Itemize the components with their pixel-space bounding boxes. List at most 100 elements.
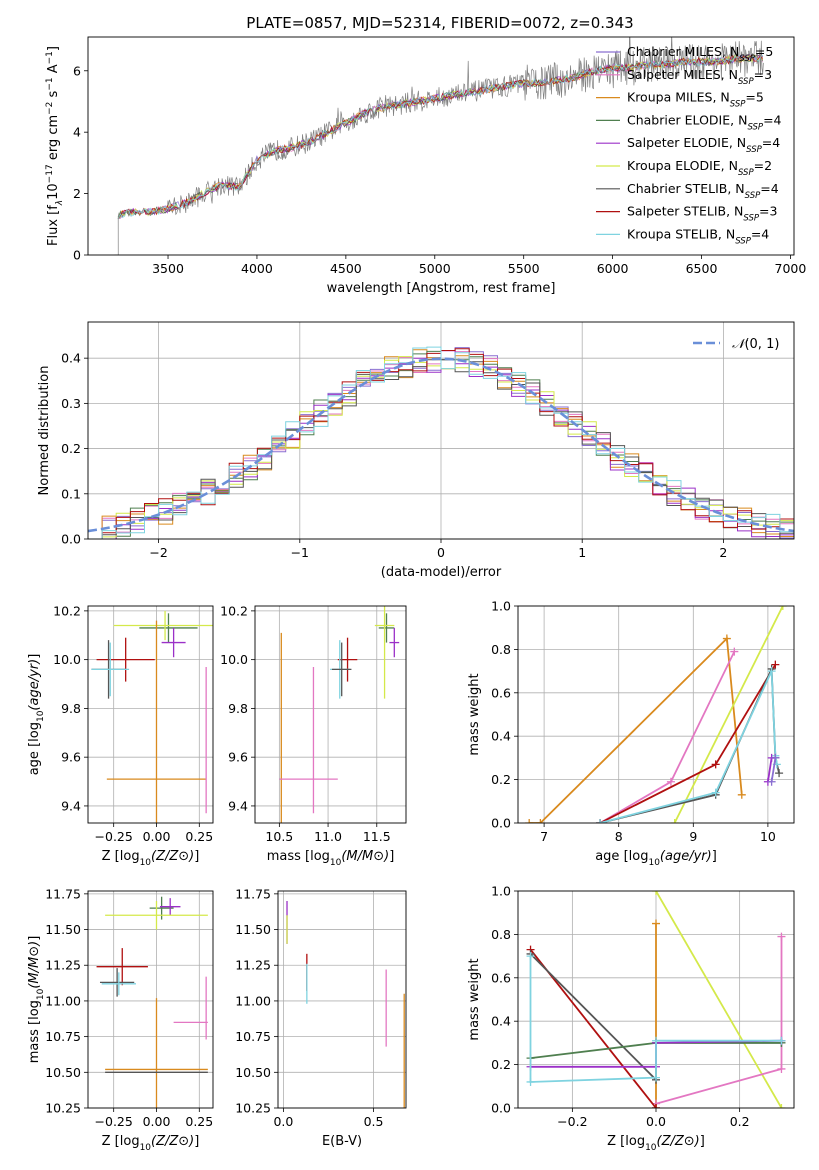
label-sub: SSP xyxy=(747,122,763,132)
weight-line xyxy=(529,636,743,823)
weight-marker xyxy=(771,660,780,669)
label-part: Z [log xyxy=(607,1134,645,1149)
axes-frame xyxy=(254,605,407,824)
weight-line xyxy=(655,936,783,1105)
label-part: Flux [f xyxy=(46,205,61,246)
legend-entry-label: Kroupa ELODIE, NSSP=2 xyxy=(627,158,772,178)
tick-label-x: 10 xyxy=(760,829,776,844)
axes-frame xyxy=(277,890,407,1109)
legend-entry-label: Kroupa MILES, NSSP=5 xyxy=(627,90,764,110)
tick-label-y: 10.50 xyxy=(235,1065,271,1080)
weight-marker xyxy=(652,891,660,895)
tick-label-y: 0.2 xyxy=(491,1057,511,1072)
tick-label-x: 3500 xyxy=(152,261,184,276)
x-axis-label: wavelength [Angstrom, rest frame] xyxy=(327,281,556,296)
x-axis-label: Z [log10(Z/Z⊙)] xyxy=(607,1134,705,1153)
tick-label-x: 4000 xyxy=(241,261,273,276)
weight-marker xyxy=(730,647,739,656)
tick-label-y: 10.25 xyxy=(45,1101,81,1116)
tick-label-x: 0.25 xyxy=(185,829,213,844)
label-part: ] xyxy=(194,849,199,864)
label-part: ] xyxy=(27,654,42,659)
legend-entry-label: Chabrier ELODIE, NSSP=4 xyxy=(627,112,782,132)
label-part: 10 xyxy=(46,183,61,200)
label-part: =2 xyxy=(754,158,772,173)
x-axis-label: mass [log10(M/M⊙)] xyxy=(267,849,395,868)
weight-marker xyxy=(596,819,605,823)
legend-entry-label: Salpeter MILES, NSSP=3 xyxy=(627,67,772,87)
tick-label-y: 11.50 xyxy=(235,922,271,937)
weight-marker xyxy=(526,1077,535,1086)
weight-marker xyxy=(526,952,535,961)
label-part: (age/yr) xyxy=(660,849,712,864)
axes-frame xyxy=(517,890,795,1109)
tick-label-x: 11.5 xyxy=(363,829,391,844)
tick-label-x: 7 xyxy=(540,829,548,844)
tick-label-y: 10.2 xyxy=(220,603,248,618)
label-part: (0, 1) xyxy=(744,337,779,352)
label-sub: SSP xyxy=(739,54,755,64)
plot-area xyxy=(279,606,400,823)
tick-label-y: 0.8 xyxy=(491,642,511,657)
label-sub: SSP xyxy=(745,191,761,201)
label-sub: SSP xyxy=(730,100,746,110)
residual-panel: −2 −1 0 1 2 0.0 0.1 0.2 0.3 0.4 𝒩(0, 1) (data-model… xyxy=(37,321,795,580)
tick-label-y: 0.4 xyxy=(491,729,511,744)
label-part: =3 xyxy=(754,67,772,82)
label-sub: 10 xyxy=(36,988,46,1000)
label-sub: SSP xyxy=(746,145,762,155)
model-fit-line xyxy=(117,54,763,219)
metallicity-weight-panel: −0.2 0.0 0.2 0.0 0.2 0.4 0.6 0.8 1.0 Z [log10(Z/Z… xyxy=(467,884,795,1153)
label-part: −1 xyxy=(45,77,55,90)
tick-label-y: 10.75 xyxy=(235,1029,271,1044)
histogram-step-line xyxy=(88,346,794,539)
tick-label-x: 0.00 xyxy=(143,829,171,844)
weight-marker xyxy=(536,819,545,823)
tick-label-x: 10.5 xyxy=(265,829,293,844)
y-axis-label: Normed distribution xyxy=(37,366,52,496)
weight-marker xyxy=(777,1104,786,1108)
tick-label-x: 9 xyxy=(689,829,697,844)
weight-marker xyxy=(767,667,776,676)
x-axis-label: (data-model)/error xyxy=(381,565,502,580)
label-part: Chabrier ELODIE, N xyxy=(627,112,747,127)
tick-label-x: −1 xyxy=(291,545,309,560)
weight-marker xyxy=(652,1104,660,1108)
tick-label-y: 0.3 xyxy=(61,396,81,411)
label-part: Chabrier MILES, N xyxy=(627,44,739,59)
normal-reference-curve xyxy=(88,357,794,533)
label-part: Salpeter ELODIE, N xyxy=(627,135,746,150)
plot-area xyxy=(286,900,405,1108)
label-sub: SSP xyxy=(743,214,759,224)
weight-line xyxy=(655,891,783,1108)
label-sub: 10 xyxy=(645,1143,657,1153)
tick-label-x: 0.0 xyxy=(273,1114,293,1129)
tick-label-x: 5000 xyxy=(419,261,451,276)
weight-marker xyxy=(666,777,675,786)
label-sub: 10 xyxy=(140,1143,152,1153)
weight-line xyxy=(673,606,784,823)
tick-label-y: 0.8 xyxy=(491,927,511,942)
tick-label-y: 11.00 xyxy=(235,993,271,1008)
tick-label-x: 5500 xyxy=(508,261,540,276)
y-axis-label: age [log10(age/yr)] xyxy=(27,654,46,776)
tick-label-y: 11.25 xyxy=(235,958,271,973)
tick-label-y: 0.4 xyxy=(491,1014,511,1029)
label-part: A xyxy=(46,64,61,77)
tick-label-y: 0.0 xyxy=(491,816,511,831)
tick-label-y: 10.2 xyxy=(53,603,81,618)
label-part: (Z/Z⊙) xyxy=(657,1134,700,1149)
tick-label-x: 2 xyxy=(719,545,727,560)
tick-label-y: 0.2 xyxy=(491,772,511,787)
y-axis-label: mass weight xyxy=(467,958,482,1040)
label-part: Z [log xyxy=(102,849,140,864)
axes-frame xyxy=(87,321,795,540)
label-part: ] xyxy=(389,849,394,864)
weight-marker xyxy=(722,634,731,643)
label-part: =4 xyxy=(760,181,778,196)
tick-label-x: −2 xyxy=(149,545,167,560)
weight-marker xyxy=(777,932,786,941)
x-axis-label: Z [log10(Z/Z⊙)] xyxy=(102,1134,200,1153)
tick-label-y: 10.25 xyxy=(235,1101,271,1116)
